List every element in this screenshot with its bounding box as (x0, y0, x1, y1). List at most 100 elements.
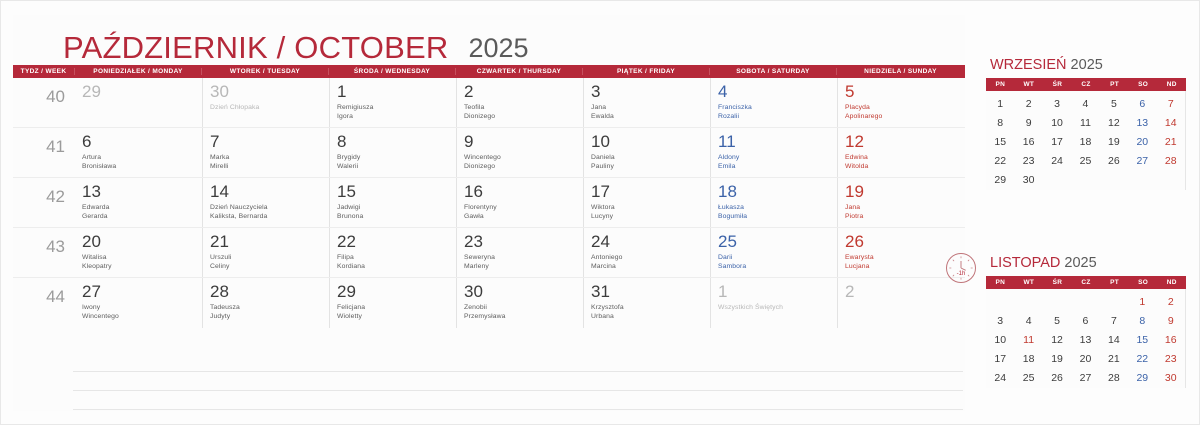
mini-day-cell[interactable]: 6 (1082, 315, 1089, 327)
mini-day-cell[interactable]: 20 (1079, 353, 1092, 365)
day-cell[interactable]: 18 Łukasza Bogumiła (710, 178, 837, 227)
mini-day-cell[interactable]: 27 (1136, 155, 1149, 167)
mini-day-cell[interactable]: 4 (1025, 315, 1032, 327)
mini-day-cell[interactable]: 9 (1025, 117, 1032, 129)
day-cell[interactable]: 22 Filipa Kordiana (329, 228, 456, 277)
mini-day-cell[interactable]: 7 (1110, 315, 1117, 327)
mini-day-cell[interactable]: 29 (994, 174, 1007, 186)
mini-day-cell[interactable]: 16 (1022, 136, 1035, 148)
day-cell[interactable]: 8 Brygidy Walerii (329, 128, 456, 177)
mini-day-cell[interactable]: 21 (1164, 136, 1177, 148)
mini-day-cell[interactable]: 7 (1167, 98, 1174, 110)
day-cell[interactable]: 30 Dzień Chłopaka (202, 78, 329, 127)
mini-day-cell[interactable]: 24 (1051, 155, 1063, 167)
day-cell[interactable]: 3 Jana Ewalda (583, 78, 710, 127)
name-day-list: Edwina Witolda (845, 154, 958, 171)
mini-day-cell[interactable]: 16 (1164, 334, 1177, 346)
day-cell[interactable]: 27 Iwony Wincentego (75, 278, 202, 328)
mini-day-cell[interactable]: 8 (1139, 315, 1146, 327)
mini-day-cell[interactable]: 29 (1136, 372, 1149, 384)
day-cell[interactable]: 29 (75, 78, 202, 127)
day-cell[interactable]: 11 Aldony Emila (710, 128, 837, 177)
day-cell[interactable]: 5 Placyda Apolinarego (837, 78, 964, 127)
day-cell[interactable]: 26 Ewarysta Lucjana (837, 228, 964, 277)
mini-day-cell[interactable]: 12 (1108, 117, 1120, 129)
day-cell[interactable]: 2 (837, 278, 964, 328)
mini-day-cell[interactable]: 9 (1167, 315, 1174, 327)
day-cell[interactable]: 28 Tadeusza Judyty (202, 278, 329, 328)
day-cell[interactable]: 23 Seweryna Marleny (456, 228, 583, 277)
mini-day-cell[interactable]: 15 (1136, 334, 1149, 346)
day-cell[interactable]: 14 Dzień Nauczyciela Kaliksta, Bernarda (202, 178, 329, 227)
mini-day-cell[interactable]: 30 (1022, 174, 1035, 186)
mini-day-cell[interactable]: 22 (1136, 353, 1149, 365)
mini-day-cell[interactable]: 25 (1079, 155, 1092, 167)
mini-day-cell[interactable]: 19 (1108, 136, 1120, 148)
day-cell[interactable]: 15 Jadwigi Brunona (329, 178, 456, 227)
day-cell[interactable]: 13 Edwarda Gerarda (75, 178, 202, 227)
day-cell[interactable]: 1 Wszystkich Świętych (710, 278, 837, 328)
mini-day-cell[interactable]: 23 (1022, 155, 1035, 167)
day-cell[interactable]: 31 Krzysztofa Urbana (583, 278, 710, 328)
day-cell[interactable]: 20 Witalisa Kleopatry (75, 228, 202, 277)
mini-day-cell[interactable]: 22 (994, 155, 1007, 167)
mini-day-cell[interactable]: 5 (1054, 315, 1060, 327)
mini-day-cell[interactable]: 15 (994, 136, 1007, 148)
mini-day-cell[interactable]: 13 (1136, 117, 1149, 129)
day-cell[interactable]: 30 Zenobii Przemysława (456, 278, 583, 328)
mini-day-cell[interactable]: 28 (1164, 155, 1177, 167)
mini-day-cell[interactable]: 2 (1167, 296, 1174, 308)
day-cell[interactable]: 29 Felicjana Wioletty (329, 278, 456, 328)
mini-day-cell[interactable]: 18 (1022, 353, 1035, 365)
mini-day-cell[interactable]: 20 (1136, 136, 1149, 148)
mini-day-cell[interactable]: 17 (994, 353, 1007, 365)
mini-day-cell[interactable]: 3 (1054, 98, 1060, 110)
day-cell[interactable]: 4 Franciszka Rozalii (710, 78, 837, 127)
mini-day-cell[interactable]: 30 (1164, 372, 1177, 384)
mini-day-cell[interactable]: 25 (1022, 372, 1035, 384)
mini-day-cell[interactable]: 18 (1079, 136, 1092, 148)
mini-day-cell[interactable]: 2 (1025, 98, 1032, 110)
mini-day-cell[interactable]: 24 (994, 372, 1007, 384)
mini-day-cell[interactable]: 26 (1051, 372, 1063, 384)
name-day-list: Witalisa Kleopatry (82, 254, 196, 271)
mini-day-cell[interactable]: 4 (1082, 98, 1089, 110)
mini-day-cell[interactable]: 3 (997, 315, 1004, 327)
day-cell[interactable]: 2 Teofila Dionizego (456, 78, 583, 127)
mini-day-cell[interactable]: 14 (1108, 334, 1120, 346)
mini-day-cell[interactable]: 10 (994, 334, 1007, 346)
day-cell[interactable]: 25 Darii Sambora (710, 228, 837, 277)
mini-day-cell[interactable]: 11 (1080, 117, 1091, 129)
mini-day-cell[interactable]: 28 (1108, 372, 1120, 384)
mini-day-cell[interactable]: 1 (997, 98, 1004, 110)
mini-day-cell[interactable]: 19 (1051, 353, 1063, 365)
day-cell[interactable]: 6 Artura Bronisława (75, 128, 202, 177)
mini-day-cell[interactable]: 10 (1051, 117, 1063, 129)
day-cell[interactable]: 17 Wiktora Lucyny (583, 178, 710, 227)
day-cell[interactable]: 24 Antoniego Marcina (583, 228, 710, 277)
mini-day-cell[interactable]: 12 (1051, 334, 1063, 346)
day-cell[interactable]: 7 Marka Mirelli (202, 128, 329, 177)
mini-day-cell[interactable]: 8 (997, 117, 1004, 129)
mini-day-cell[interactable]: 11 (1023, 334, 1035, 346)
mini-day-cell[interactable]: 21 (1108, 353, 1120, 365)
day-cell[interactable]: 1 Remigiusza Igora (329, 78, 456, 127)
mini-day-cell[interactable]: 5 (1110, 98, 1117, 110)
mini-day-cell[interactable]: 14 (1164, 117, 1177, 129)
day-cell[interactable]: 19 Jana Piotra (837, 178, 964, 227)
mini-day-cell[interactable]: 17 (1051, 136, 1063, 148)
day-cell[interactable]: 9 Wincentego Dionizego (456, 128, 583, 177)
mini-calendar-previous: WRZESIEŃ 2025 PN WT ŚR CZ PT SO ND 1 2 3 4 5 6 7 8 9 10 11… (986, 57, 1186, 190)
day-cell[interactable]: 12 Edwina Witolda (837, 128, 964, 177)
mini-day-cell[interactable]: 26 (1108, 155, 1120, 167)
day-cell[interactable]: 21 Urszuli Celiny (202, 228, 329, 277)
mini-day-cell[interactable]: 27 (1079, 372, 1092, 384)
mini-day-cell[interactable]: 1 (1139, 296, 1146, 308)
name-day-entry: Wincentego (464, 154, 501, 161)
day-cell[interactable]: 16 Florentyny Gawła (456, 178, 583, 227)
mini-day-cell[interactable]: 13 (1079, 334, 1092, 346)
day-cell[interactable]: 10 Daniela Pauliny (583, 128, 710, 177)
mini-day-cell[interactable]: 23 (1164, 353, 1177, 365)
name-day-entry: Wiktora (591, 204, 615, 211)
mini-day-cell[interactable]: 6 (1139, 98, 1146, 110)
